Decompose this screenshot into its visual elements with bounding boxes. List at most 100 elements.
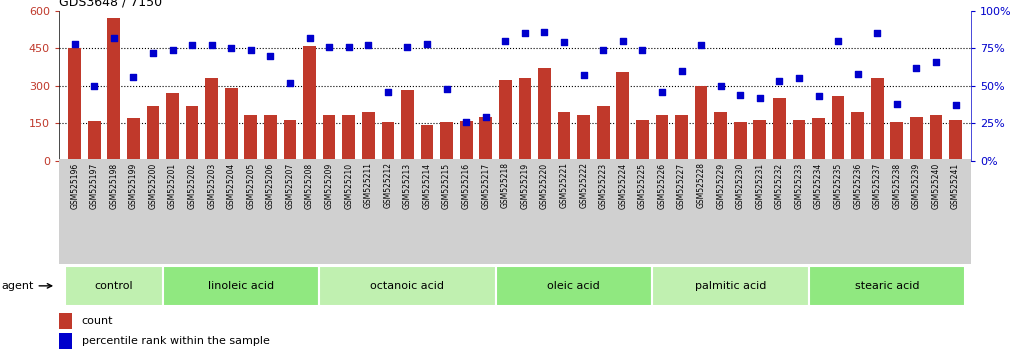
Point [144,50,161,56]
Text: GSM525199: GSM525199 [129,162,138,209]
Point [908,65,924,71]
Bar [636,120,649,161]
Point [223,45,239,51]
Bar [205,78,218,161]
Text: GSM525231: GSM525231 [756,162,765,209]
Bar [284,120,296,161]
Bar [59,313,71,329]
Bar [495,266,652,306]
Bar [809,266,965,306]
Bar [813,119,825,161]
Point [497,38,514,44]
Point [576,73,592,78]
Bar [891,122,903,161]
Bar [734,122,746,161]
Text: GSM525196: GSM525196 [70,162,79,209]
Bar [557,112,571,161]
Bar [322,115,336,161]
Point [360,42,376,48]
Text: GSM525221: GSM525221 [559,162,569,209]
Text: control: control [95,281,133,291]
Bar [186,106,198,161]
Point [614,38,631,44]
Text: GSM525215: GSM525215 [442,162,452,209]
Text: palmitic acid: palmitic acid [695,281,766,291]
Text: GSM525234: GSM525234 [814,162,823,209]
Point [478,115,494,120]
Point [438,86,455,92]
Text: GSM525239: GSM525239 [912,162,921,209]
Text: stearic acid: stearic acid [855,281,919,291]
Text: GSM525216: GSM525216 [462,162,471,209]
Bar [538,68,551,161]
Point [282,80,298,86]
Point [184,42,200,48]
Point [811,93,827,99]
Bar [225,88,238,161]
Point [595,47,611,53]
Text: GSM525204: GSM525204 [227,162,236,209]
Text: GSM525227: GSM525227 [677,162,686,209]
Bar [851,112,864,161]
Text: GSM525225: GSM525225 [638,162,647,209]
Text: GSM525229: GSM525229 [716,162,725,209]
Point [86,83,103,89]
Bar [421,125,433,161]
Text: GSM525236: GSM525236 [853,162,862,209]
Text: GSM525210: GSM525210 [344,162,353,209]
Point [732,92,749,98]
Point [635,47,651,53]
Point [830,38,846,44]
Bar [401,90,414,161]
Text: GDS3648 / 7150: GDS3648 / 7150 [59,0,162,8]
Text: percentile rank within the sample: percentile rank within the sample [82,336,270,346]
Text: GSM525219: GSM525219 [521,162,530,209]
Bar [754,120,766,161]
Bar [773,98,786,161]
Bar [68,48,81,161]
Bar [832,96,844,161]
Point [66,41,82,46]
Bar [343,115,355,161]
Bar [440,122,453,161]
Bar [675,115,687,161]
Text: GSM525217: GSM525217 [481,162,490,209]
Point [203,42,220,48]
Point [125,74,141,80]
Bar [244,115,257,161]
Text: GSM525202: GSM525202 [187,162,196,209]
Point [262,53,279,58]
Point [693,42,709,48]
Text: GSM525238: GSM525238 [892,162,901,209]
Bar [930,115,943,161]
Bar [652,266,809,306]
Text: agent: agent [1,281,52,291]
Point [243,47,259,53]
Point [556,39,573,45]
Bar [163,266,319,306]
Bar [127,119,139,161]
Text: GSM525211: GSM525211 [364,162,373,209]
Text: GSM525233: GSM525233 [794,162,803,209]
Bar [166,93,179,161]
Point [791,75,807,81]
Point [341,44,357,50]
Point [870,30,886,36]
Bar [319,266,495,306]
Text: GSM525214: GSM525214 [422,162,431,209]
Text: GSM525218: GSM525218 [500,162,510,209]
Bar [910,117,922,161]
Text: GSM525209: GSM525209 [324,162,334,209]
Point [771,79,787,84]
Text: count: count [82,316,113,326]
Text: GSM525223: GSM525223 [599,162,608,209]
Point [301,35,317,41]
Point [948,103,964,108]
Text: GSM525235: GSM525235 [834,162,843,209]
Text: oleic acid: oleic acid [547,281,600,291]
Bar [519,78,531,161]
Point [517,30,533,36]
Bar [616,72,630,161]
Text: GSM525213: GSM525213 [403,162,412,209]
Text: GSM525201: GSM525201 [168,162,177,209]
